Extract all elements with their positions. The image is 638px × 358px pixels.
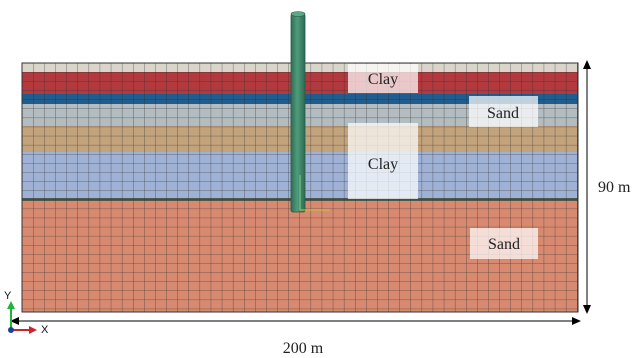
label-clay-top: Clay: [348, 64, 418, 93]
label-sand-lower: Sand: [470, 228, 538, 259]
pile-shaft: [290, 13, 306, 213]
pile-top-cap: [290, 11, 306, 17]
y-axis-label: Y: [4, 290, 12, 302]
label-clay-top-text: Clay: [368, 71, 398, 88]
height-label: 90 m: [598, 179, 631, 196]
axis-triad: Y X: [4, 290, 49, 336]
label-clay-mid: Clay: [348, 123, 418, 199]
label-sand-upper-text: Sand: [487, 105, 519, 122]
width-label: 200 m: [283, 340, 324, 357]
x-axis-label: X: [41, 324, 49, 336]
label-clay-mid-text: Clay: [368, 156, 398, 173]
height-arrow-bottom: [583, 305, 591, 314]
pile: [290, 11, 330, 213]
height-dimension: 90 m: [583, 60, 631, 314]
height-arrow-top: [583, 60, 591, 69]
width-dimension: 200 m: [10, 317, 581, 357]
width-arrow-left: [10, 317, 19, 325]
width-arrow-right: [572, 317, 581, 325]
label-sand-lower-text: Sand: [488, 236, 520, 253]
label-sand-upper: Sand: [469, 96, 538, 127]
z-axis-dot: [8, 327, 14, 333]
